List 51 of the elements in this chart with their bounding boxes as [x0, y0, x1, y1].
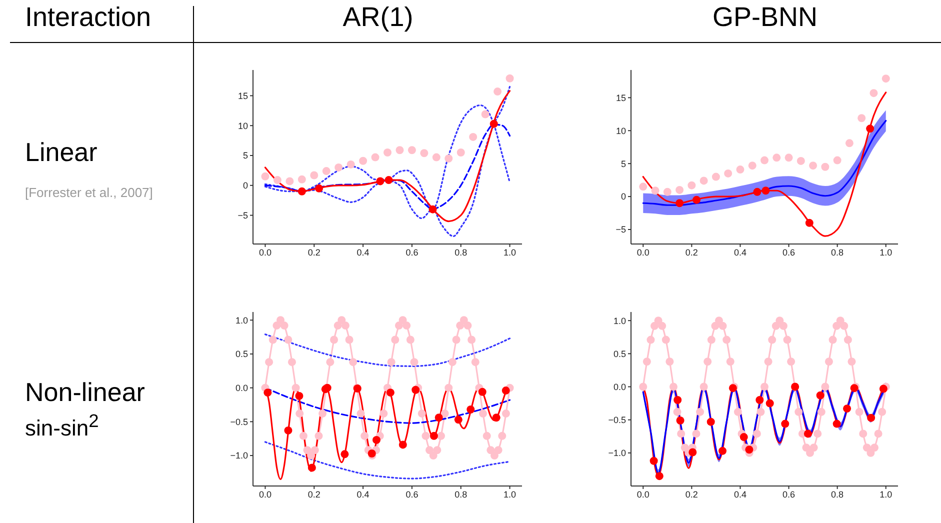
- x-tick-label: 0.6: [782, 247, 796, 258]
- x-tick-label: 1.0: [880, 247, 892, 258]
- x-tick-label: 0.0: [636, 489, 650, 500]
- text: sin-sin$^{2}$: [25, 410, 99, 442]
- y-tick-label: −5: [238, 210, 248, 220]
- x-tick-label: 1.0: [504, 247, 516, 258]
- x-tick-label: 0.8: [831, 489, 844, 500]
- x-tick-label: 0.0: [258, 489, 272, 500]
- x-tick-label: 0.8: [454, 489, 468, 500]
- text: Interaction: [25, 2, 152, 33]
- x-tick-label: 0.2: [685, 489, 698, 500]
- text: [Forrester et al., 2007]: [25, 185, 153, 200]
- x-tick-label: 0.8: [831, 247, 844, 258]
- x-tick-label: 0.4: [734, 489, 746, 500]
- y-tick-label: −5: [616, 224, 626, 235]
- y-tick-label: 0: [620, 192, 626, 202]
- text: Non-linear: [25, 377, 145, 408]
- x-tick-label: 0.6: [406, 489, 418, 500]
- y-tick-label: 10: [616, 126, 626, 136]
- y-tick-label: 10: [238, 120, 248, 131]
- x-tick-label: 0.8: [454, 247, 468, 258]
- y-tick-label: 0.5: [235, 349, 248, 360]
- y-tick-label: 15: [238, 90, 248, 101]
- x-tick-label: 0.2: [308, 247, 320, 258]
- y-tick-label: 1.0: [613, 316, 626, 326]
- y-tick-label: 0: [242, 180, 248, 191]
- text: Linear: [25, 137, 98, 168]
- y-tick-label: 0.0: [613, 382, 626, 392]
- x-tick-label: 0.4: [356, 247, 370, 258]
- y-tick-label: −0.5: [608, 415, 626, 426]
- y-tick-label: 15: [616, 92, 626, 103]
- y-tick-label: 5: [620, 158, 626, 169]
- x-tick-label: 0.4: [356, 489, 370, 500]
- x-tick-label: 0.2: [308, 489, 320, 500]
- chart-title: GP-BNN: [711, 2, 818, 33]
- y-tick-label: −1.0: [230, 450, 248, 461]
- y-tick-label: 0.0: [235, 383, 248, 394]
- y-tick-label: −1.0: [608, 448, 626, 458]
- x-tick-label: 0.4: [734, 247, 746, 258]
- x-tick-label: 1.0: [880, 489, 892, 500]
- x-tick-label: 1.0: [504, 489, 516, 500]
- y-tick-label: −0.5: [230, 416, 248, 427]
- x-tick-label: 0.6: [406, 247, 418, 258]
- x-tick-label: 0.0: [636, 247, 650, 258]
- x-tick-label: 0.2: [685, 247, 698, 258]
- x-tick-label: 0.0: [258, 247, 272, 258]
- y-tick-label: 5: [242, 150, 248, 161]
- y-tick-label: 1.0: [235, 315, 248, 326]
- chart-title: AR(1): [342, 2, 414, 33]
- x-tick-label: 0.6: [782, 489, 796, 500]
- y-tick-label: 0.5: [613, 348, 626, 359]
